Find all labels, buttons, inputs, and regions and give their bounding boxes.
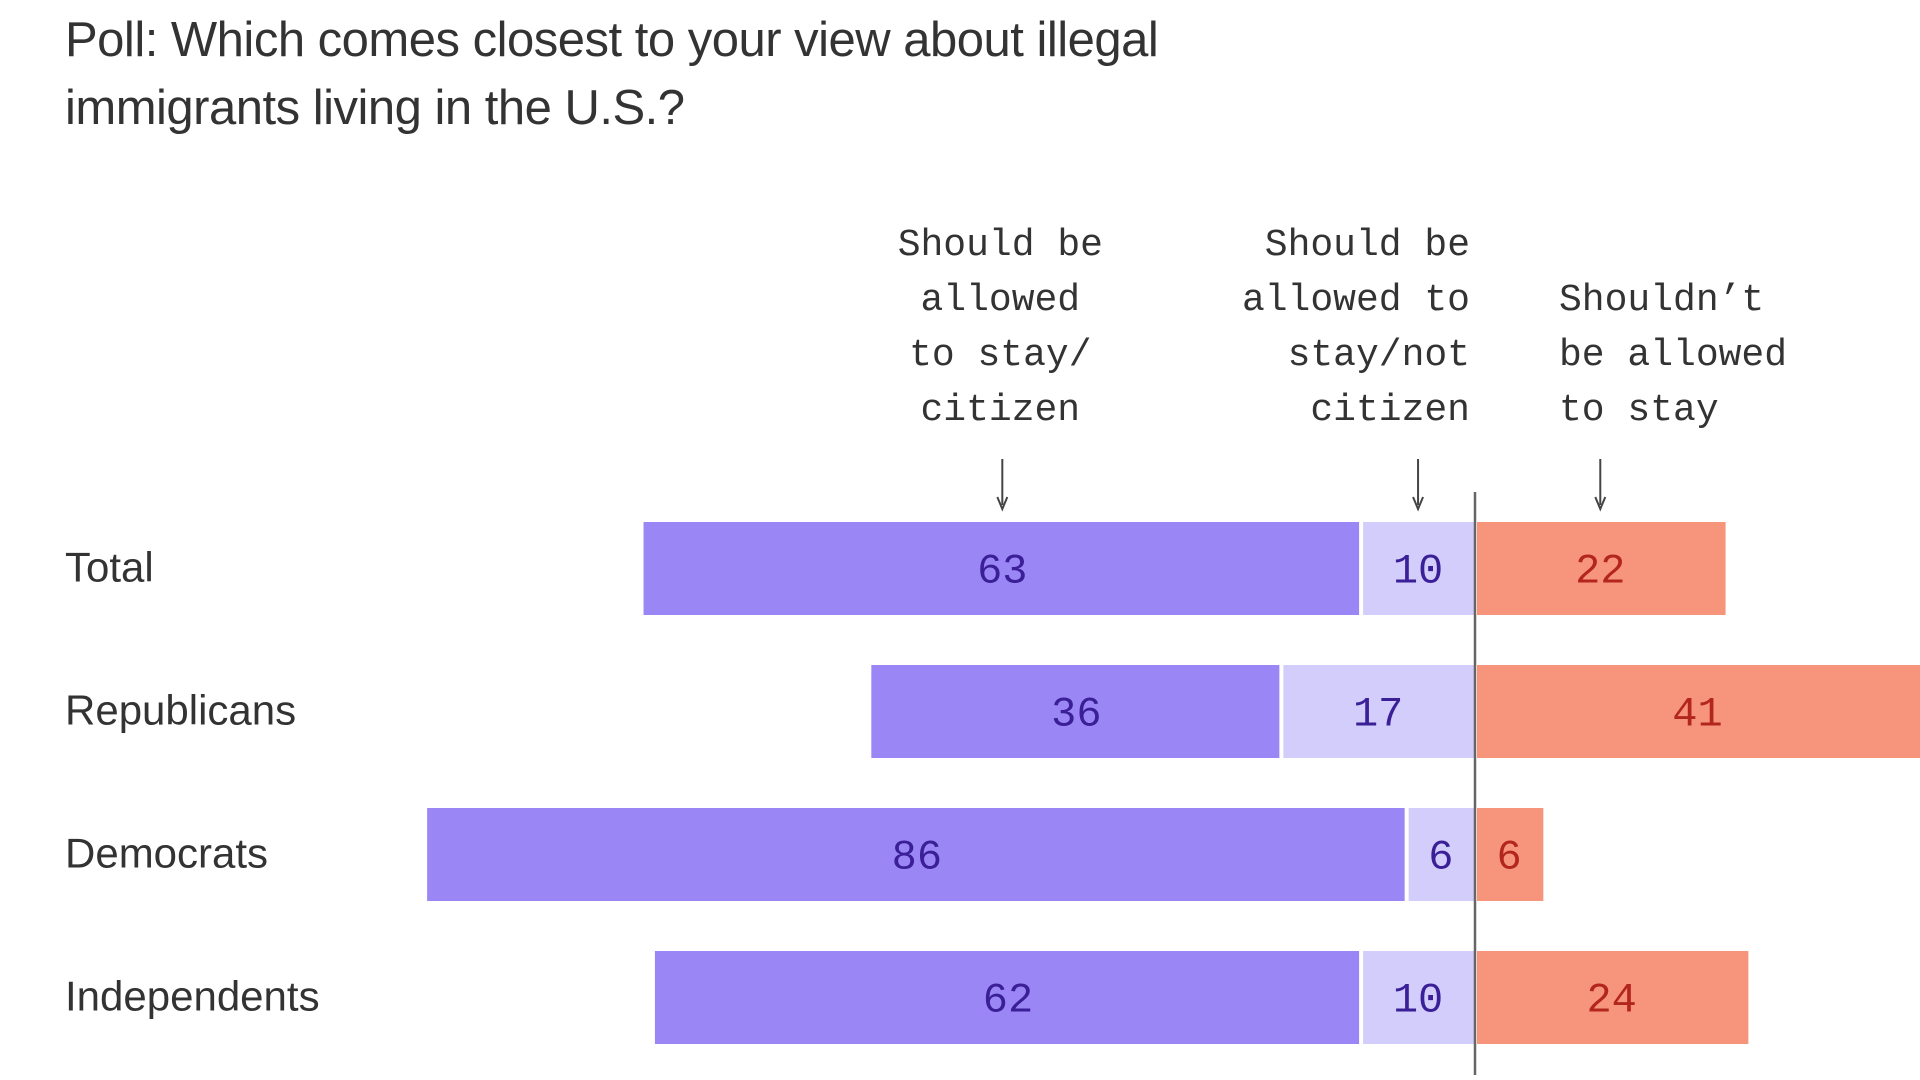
value-label: 41 <box>1672 691 1722 739</box>
category-label: Total <box>65 544 154 591</box>
bar-segment <box>654 951 1360 1044</box>
value-label: 10 <box>1393 548 1443 596</box>
value-label: 6 <box>1497 834 1522 882</box>
bar-segment <box>1477 665 1920 758</box>
value-label: 24 <box>1586 977 1636 1025</box>
value-label: 63 <box>977 548 1027 596</box>
chart-title: Poll: Which comes closest to your view a… <box>65 13 1159 135</box>
value-label: 86 <box>892 834 942 882</box>
legend-label: Should be allowed to stay/not citizen <box>1242 224 1470 432</box>
value-label: 6 <box>1428 834 1453 882</box>
value-label: 36 <box>1051 691 1101 739</box>
bar-segment <box>871 665 1280 758</box>
legend-arrowhead <box>996 496 1009 512</box>
bar-segment <box>1283 665 1475 758</box>
bar-segment <box>1408 808 1475 901</box>
value-label: 62 <box>983 977 1033 1025</box>
category-label: Independents <box>65 973 320 1020</box>
bar-segment <box>1363 522 1475 615</box>
legend-arrowhead <box>1412 496 1424 512</box>
bar-segment <box>643 522 1360 615</box>
category-label: Democrats <box>65 830 268 877</box>
value-label: 10 <box>1393 977 1443 1025</box>
bar-segment <box>1477 808 1544 901</box>
bar-segment <box>1363 951 1475 1044</box>
value-label: 17 <box>1353 691 1403 739</box>
bar-segment <box>1477 951 1749 1044</box>
bar-segment <box>427 808 1405 901</box>
legend-label: Should be allowed to stay/citizen <box>898 224 1103 432</box>
value-label: 22 <box>1575 548 1625 596</box>
category-label: Republicans <box>65 687 296 734</box>
legend-arrowhead <box>1594 496 1607 512</box>
bar-segment <box>1477 522 1726 615</box>
legend-label: Shouldn’t be allowed to stay <box>1559 279 1787 432</box>
